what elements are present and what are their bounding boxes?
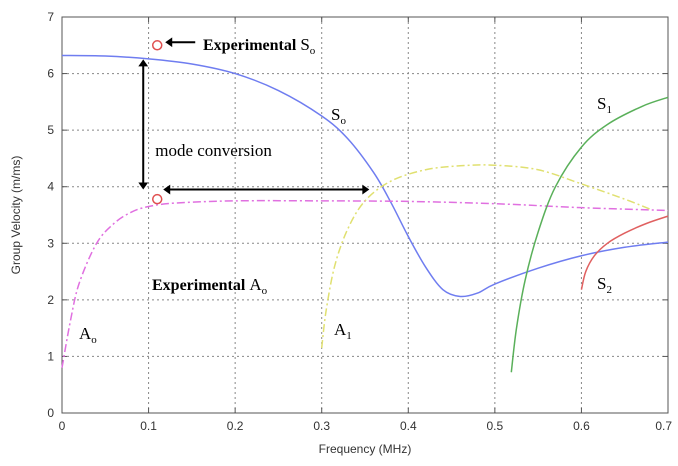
x-tick-label: 0.5: [487, 419, 504, 433]
experimental-a-label-mode: A: [249, 275, 262, 294]
experimental-s-label-subscript: o: [310, 45, 316, 57]
series-line-s1: [510, 96, 669, 373]
x-tick-label: 0.2: [227, 419, 244, 433]
experimental-s-label: Experimental So: [203, 35, 316, 57]
series-line-s2: [580, 215, 669, 290]
series-label-s2-subscript: 2: [606, 284, 612, 296]
arrow-head: [165, 37, 173, 48]
series-label-ao-subscript: o: [91, 334, 97, 346]
experimental-points: [151, 40, 163, 205]
series-line-a1: [320, 164, 651, 349]
series-label-a1-subscript: 1: [346, 330, 352, 342]
y-tick-labels: 0 1 2 3 4 5 6 7: [47, 10, 54, 420]
experimental-point-marker: [151, 193, 163, 205]
y-tick-label: 7: [47, 10, 54, 24]
y-tick-label: 0: [47, 406, 54, 420]
x-tick-label: 0.3: [313, 419, 330, 433]
tick-marks: [61, 16, 669, 414]
arrow-head: [362, 184, 370, 195]
y-tick-label: 3: [47, 236, 54, 250]
y-tick-label: 4: [47, 180, 54, 194]
series-label-so-subscript: o: [340, 115, 346, 127]
x-tick-label: 0.7: [655, 419, 672, 433]
y-axis-title: Group Velocity (m/ms): [9, 156, 23, 275]
experimental-a-label-subscript: o: [262, 285, 268, 297]
x-tick-labels: 0 0.1 0.2 0.3 0.4 0.5 0.6 0.7: [59, 419, 673, 433]
x-axis-title: Frequency (MHz): [319, 442, 412, 456]
x-tick-label: 0.6: [573, 419, 590, 433]
mode-conversion-label: mode conversion: [155, 141, 272, 160]
y-tick-label: 6: [47, 67, 54, 81]
series-lines: [61, 54, 669, 373]
arrow-head: [138, 182, 149, 190]
experimental-a-label-bold: Experimental: [152, 277, 249, 294]
y-tick-label: 2: [47, 293, 54, 307]
experimental-s-label-mode: S: [300, 35, 309, 54]
experimental-a-label: Experimental Ao: [152, 275, 268, 297]
grid: [62, 17, 668, 413]
arrow-head: [163, 184, 171, 195]
y-tick-label: 5: [47, 123, 54, 137]
annotation-arrows: [138, 37, 370, 195]
x-tick-label: 0: [59, 419, 66, 433]
experimental-point-marker: [151, 40, 163, 51]
arrow-head: [138, 59, 149, 67]
plot-frame: [61, 16, 669, 414]
series-label-s1-subscript: 1: [606, 104, 612, 116]
series-line-ao: [61, 199, 669, 368]
x-tick-label: 0.4: [400, 419, 417, 433]
series-line-so: [61, 54, 669, 298]
x-tick-label: 0.1: [140, 419, 157, 433]
experimental-s-label-bold: Experimental: [203, 37, 300, 54]
y-tick-label: 1: [47, 349, 54, 363]
